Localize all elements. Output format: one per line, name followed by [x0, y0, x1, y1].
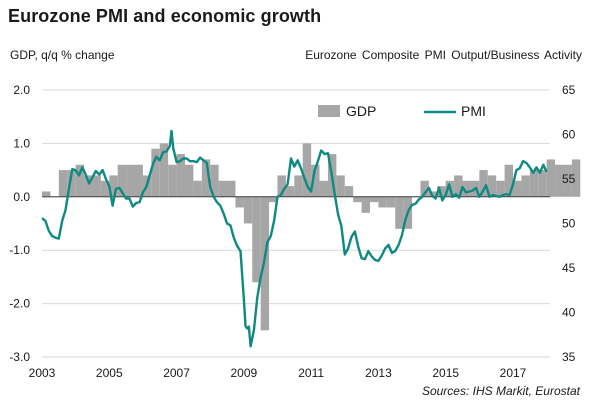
gdp-bar — [311, 164, 320, 197]
right-tick-label: 40 — [562, 306, 576, 320]
gdp-bar — [67, 170, 76, 197]
gdp-bar — [512, 180, 522, 197]
gdp-bar — [117, 164, 127, 197]
gdp-bar — [168, 164, 177, 197]
legend: GDP PMI — [318, 103, 486, 119]
x-tick-label: 2015 — [432, 366, 459, 380]
gdp-bar — [487, 175, 497, 197]
source-note: Sources: IHS Markit, Eurostat — [421, 384, 580, 398]
legend-gdp-label: GDP — [346, 103, 376, 119]
gdp-bar — [462, 180, 471, 197]
x-tick-label: 2007 — [163, 366, 190, 380]
gdp-bar — [353, 196, 362, 203]
gdp-bar — [319, 180, 328, 197]
gdp-bar — [227, 180, 236, 197]
right-tick-label: 50 — [562, 217, 576, 231]
gdp-bar — [243, 196, 253, 224]
x-tick-label: 2009 — [231, 366, 258, 380]
gdp-bar — [269, 196, 278, 203]
gdp-bar — [454, 175, 463, 197]
gdp-bar — [285, 186, 295, 197]
gdp-bar — [184, 164, 194, 197]
gdp-bar — [92, 175, 101, 197]
gdp-bar — [395, 196, 404, 229]
gdp-bars — [42, 143, 581, 331]
x-tick-label: 2005 — [96, 366, 123, 380]
gdp-bar — [294, 175, 303, 197]
right-tick-label: 35 — [562, 350, 576, 364]
gdp-bar — [378, 196, 387, 208]
gdp-bar — [555, 164, 564, 197]
gdp-bar — [109, 175, 118, 197]
x-tick-label: 2017 — [500, 366, 527, 380]
left-axis-label: GDP, q/q % change — [10, 48, 115, 62]
gdp-bar — [370, 196, 379, 203]
chart-title: Eurozone PMI and economic growth — [8, 6, 322, 26]
gdp-bar — [176, 154, 185, 197]
gdp-bar — [420, 180, 429, 197]
legend-gdp-swatch — [318, 105, 340, 117]
gdp-bar — [504, 164, 513, 197]
gdp-bar — [100, 180, 110, 197]
gdp-bar — [521, 175, 530, 197]
left-tick-label: -1.0 — [9, 243, 30, 257]
gdp-bar — [218, 180, 228, 197]
gdp-bar — [496, 180, 505, 197]
gdp-bar — [571, 159, 581, 197]
gdp-bar — [479, 170, 488, 197]
gdp-bar — [563, 164, 572, 197]
x-tick-label: 2003 — [29, 366, 56, 380]
gdp-bar — [126, 164, 135, 197]
left-axis-ticks: 2.0 1.0 0.0 -1.0 -2.0 -3.0 — [9, 83, 30, 364]
pmi-line-group — [41, 129, 548, 348]
gdp-bar — [42, 191, 51, 197]
gdp-bar — [193, 180, 202, 197]
gdp-bar — [386, 196, 396, 208]
gdp-bar — [538, 170, 547, 197]
left-tick-label: 2.0 — [13, 83, 30, 97]
left-tick-label: 1.0 — [13, 136, 30, 150]
gdp-bar — [235, 196, 244, 208]
right-axis-label: Eurozone Composite PMI Output/Business A… — [305, 48, 582, 62]
pmi-line — [41, 129, 548, 348]
gdp-bar — [437, 186, 446, 197]
gdp-bar — [277, 175, 286, 197]
gdp-bar — [210, 164, 219, 197]
gdp-bar — [134, 164, 143, 197]
gdp-bar — [344, 186, 354, 197]
gdp-bar — [75, 164, 85, 197]
left-tick-label: -2.0 — [9, 297, 30, 311]
legend-pmi-label: PMI — [461, 103, 486, 119]
gdp-bar — [361, 196, 371, 213]
gdp-bar — [252, 196, 261, 283]
left-tick-label: -3.0 — [9, 350, 30, 364]
gdp-bar — [546, 159, 556, 197]
gdp-bar — [159, 143, 169, 197]
x-tick-label: 2011 — [298, 366, 324, 380]
right-tick-label: 65 — [562, 83, 576, 97]
gdp-bar — [302, 143, 312, 197]
right-axis-ticks: 65 60 55 50 45 40 35 — [562, 83, 576, 364]
right-tick-label: 55 — [562, 172, 576, 186]
gdp-bar — [84, 175, 93, 197]
left-tick-label: 0.0 — [13, 190, 30, 204]
gdp-bar — [151, 148, 160, 197]
x-axis-ticks: 2003 2005 2007 2009 2011 2013 2015 2017 — [29, 366, 527, 380]
gdp-bar — [201, 159, 211, 197]
x-tick-label: 2013 — [365, 366, 392, 380]
gdp-bar — [428, 191, 438, 197]
right-tick-label: 45 — [562, 261, 576, 275]
gridlines — [42, 89, 550, 358]
gdp-bar — [529, 170, 539, 197]
gdp-bar — [336, 175, 345, 197]
gdp-bar — [58, 170, 68, 197]
right-tick-label: 60 — [562, 128, 576, 142]
